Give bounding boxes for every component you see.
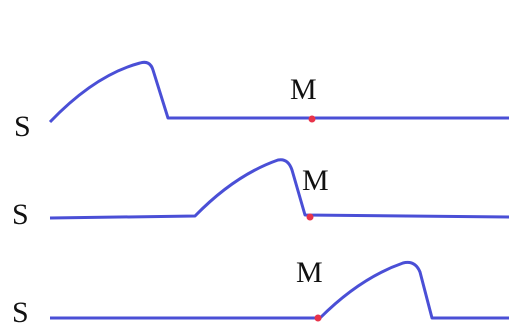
marker-label: M bbox=[296, 256, 323, 289]
source-label: S bbox=[12, 296, 29, 327]
source-label: S bbox=[14, 110, 31, 143]
marker-dot bbox=[314, 314, 322, 322]
marker-dot bbox=[306, 213, 314, 221]
marker-label: M bbox=[290, 73, 317, 106]
marker-dot bbox=[308, 115, 316, 123]
wave bbox=[50, 260, 509, 320]
marker-label: M bbox=[302, 164, 329, 197]
wave bbox=[49, 158, 509, 220]
wave bbox=[48, 60, 509, 124]
source-label: S bbox=[12, 198, 29, 231]
